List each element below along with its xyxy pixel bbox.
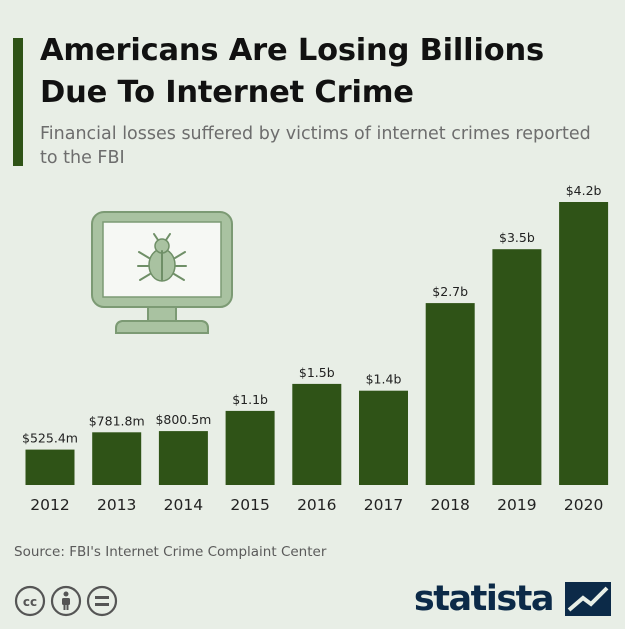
category-label-2012: 2012 <box>30 496 69 514</box>
bar-2018 <box>425 303 475 485</box>
value-label-2019: $3.5b <box>499 230 535 245</box>
value-label-2018: $2.7b <box>432 284 468 299</box>
value-label-2020: $4.2b <box>566 183 602 198</box>
category-label-2020: 2020 <box>564 496 603 514</box>
bar-2015 <box>225 410 275 485</box>
bar-2019 <box>492 249 542 485</box>
no-derivatives-icon[interactable] <box>86 585 118 617</box>
value-label-2017: $1.4b <box>366 372 402 387</box>
license-icons[interactable]: cc <box>14 585 124 617</box>
value-label-2015: $1.1b <box>232 392 268 407</box>
bar-2013 <box>92 432 142 485</box>
statista-logo-icon <box>565 582 611 616</box>
value-label-2014: $800.5m <box>155 412 211 427</box>
category-label-2014: 2014 <box>164 496 203 514</box>
bar-2020 <box>559 202 609 485</box>
category-label-2017: 2017 <box>364 496 403 514</box>
bar-2014 <box>158 431 208 485</box>
value-label-2016: $1.5b <box>299 365 335 380</box>
chart-title: Americans Are Losing Billions Due To Int… <box>40 33 544 110</box>
attribution-icon[interactable] <box>50 585 82 617</box>
category-label-2016: 2016 <box>297 496 336 514</box>
chart-subtitle: Financial losses suffered by victims of … <box>40 124 591 168</box>
svg-text:cc: cc <box>23 595 37 609</box>
title-accent-bar <box>13 38 23 166</box>
value-label-2013: $781.8m <box>89 413 145 428</box>
source-note: Source: FBI's Internet Crime Complaint C… <box>14 544 327 560</box>
bar-chart: $525.4m $781.8m $800.5m $1.1b $1.5b $1.4b $2.7… <box>22 183 609 514</box>
bar-2016 <box>292 383 342 485</box>
category-label-2013: 2013 <box>97 496 136 514</box>
category-label-2018: 2018 <box>430 496 469 514</box>
bar-2017 <box>359 390 408 485</box>
brand-name: statista <box>413 579 555 619</box>
creative-commons-icon[interactable]: cc <box>14 585 46 617</box>
bar-2012 <box>25 449 75 485</box>
value-label-2012: $525.4m <box>22 431 78 446</box>
category-label-2019: 2019 <box>497 496 536 514</box>
statista-brand[interactable]: statista <box>391 578 611 620</box>
category-label-2015: 2015 <box>230 496 269 514</box>
computer-bug-icon <box>91 211 233 334</box>
